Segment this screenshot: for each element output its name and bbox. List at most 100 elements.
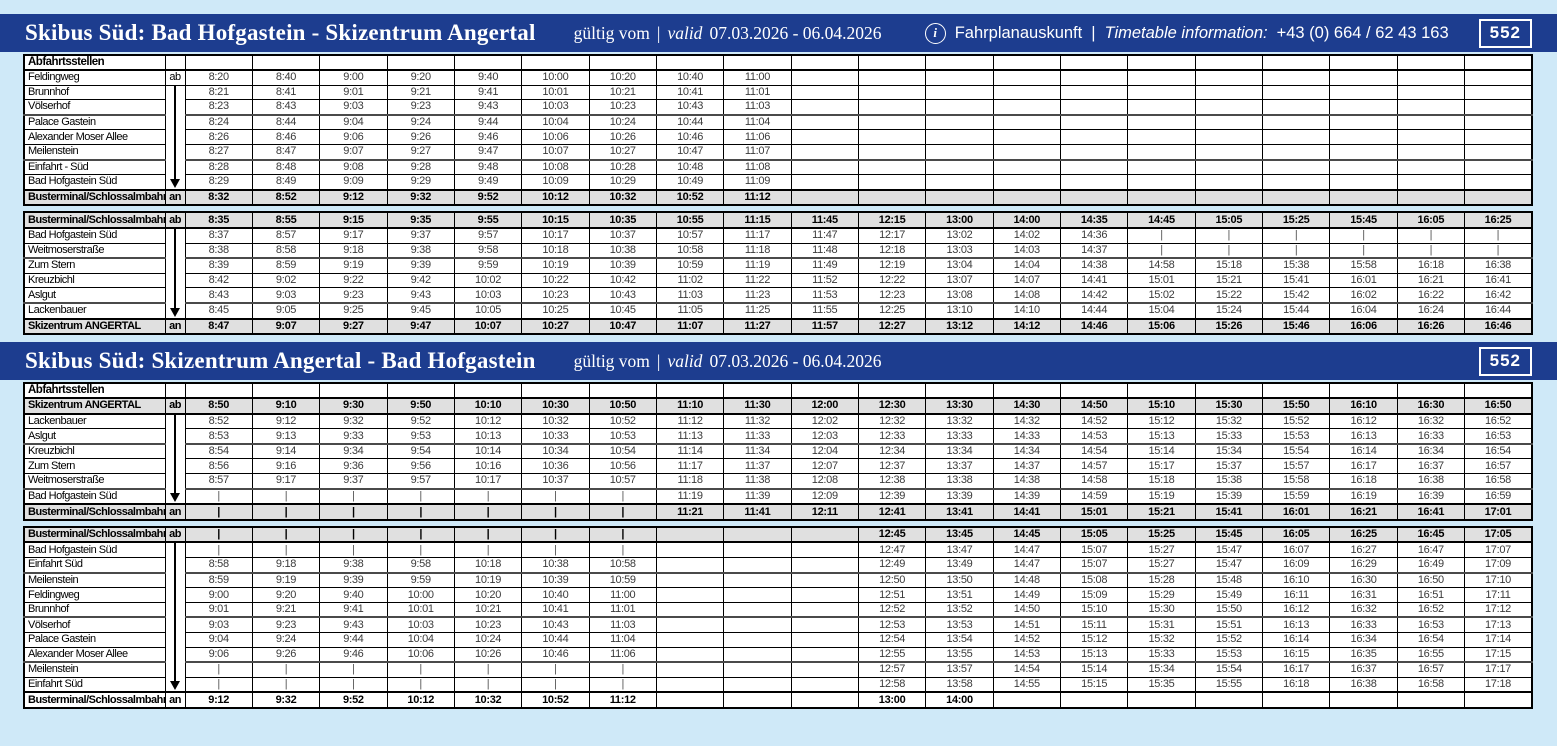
time-cell: 13:12 xyxy=(925,317,994,335)
time-cell: 15:07 xyxy=(1059,557,1129,574)
time-cell: 9:00 xyxy=(184,587,253,603)
time-cell: 9:40 xyxy=(453,69,523,86)
time-cell: 14:48 xyxy=(992,572,1061,589)
time-cell: 13:55 xyxy=(925,646,994,664)
time-cell: 13:37 xyxy=(925,458,994,475)
empty-cell xyxy=(723,616,792,634)
skip-stop-cell: | xyxy=(521,676,590,693)
time-cell: 11:02 xyxy=(655,272,725,289)
time-cell: 10:12 xyxy=(386,691,455,709)
time-cell: 10:03 xyxy=(386,616,455,634)
time-cell: 15:32 xyxy=(1127,632,1196,648)
empty-cell xyxy=(655,632,725,648)
time-cell: 10:03 xyxy=(453,287,523,304)
time-cell: 9:53 xyxy=(386,428,455,445)
table-row: Feldingweg 9:00 9:20 9:40 10:00 10:20 10:40 11:… xyxy=(23,587,1533,603)
time-cell: 16:55 xyxy=(1396,646,1466,664)
time-cell: 17:11 xyxy=(1464,587,1533,603)
time-cell: 10:07 xyxy=(453,317,523,335)
empty-cell xyxy=(723,661,792,678)
time-cell: 10:59 xyxy=(588,572,657,589)
empty-cell xyxy=(1059,69,1129,86)
time-cell: 16:05 xyxy=(1261,525,1331,543)
departure-mark: ab xyxy=(164,525,186,543)
time-cell: 8:52 xyxy=(184,412,253,430)
time-cell: 14:57 xyxy=(1059,458,1129,475)
time-cell: 10:20 xyxy=(588,69,657,86)
time-cell: 14:41 xyxy=(992,503,1061,521)
empty-header-cell xyxy=(1194,382,1264,400)
time-cell: 12:08 xyxy=(790,473,859,490)
time-cell: 13:52 xyxy=(925,601,994,619)
time-cell: 10:23 xyxy=(521,287,590,304)
time-cell: 14:38 xyxy=(992,473,1061,490)
time-cell: 9:44 xyxy=(319,632,388,648)
empty-cell xyxy=(1464,114,1533,131)
time-cell: 11:38 xyxy=(723,473,792,490)
table-row: Meilenstein 8:27 8:47 9:07 9:27 9:47 10:07 10:2… xyxy=(23,143,1533,161)
time-cell: 13:54 xyxy=(925,632,994,648)
empty-cell xyxy=(1194,691,1264,709)
empty-cell xyxy=(790,587,859,603)
time-cell: 14:30 xyxy=(992,397,1061,415)
empty-cell xyxy=(1329,129,1398,145)
info-label-de: Fahrplanauskunft xyxy=(954,23,1083,42)
empty-cell xyxy=(1127,691,1196,709)
empty-cell xyxy=(723,676,792,693)
empty-cell xyxy=(992,691,1061,709)
time-cell: 11:23 xyxy=(723,287,792,304)
time-cell: 12:33 xyxy=(857,428,927,445)
time-cell: 10:43 xyxy=(588,287,657,304)
skip-stop-cell: | xyxy=(184,525,253,543)
empty-header-cell xyxy=(386,54,455,71)
time-cell: 16:13 xyxy=(1329,428,1398,445)
time-cell: 10:33 xyxy=(521,428,590,445)
time-cell: 9:15 xyxy=(319,211,388,229)
time-cell: 9:48 xyxy=(453,159,523,176)
empty-cell xyxy=(790,676,859,693)
time-cell: 16:11 xyxy=(1261,587,1331,603)
skip-stop-cell: | xyxy=(1261,226,1331,244)
time-cell: 15:33 xyxy=(1194,428,1264,445)
empty-cell xyxy=(1396,129,1466,145)
empty-cell xyxy=(790,557,859,574)
time-cell: 10:04 xyxy=(386,632,455,648)
empty-header-cell xyxy=(1261,382,1331,400)
skip-stop-cell: | xyxy=(251,661,321,678)
time-cell: 16:15 xyxy=(1261,646,1331,664)
time-cell: 9:18 xyxy=(319,242,388,260)
time-cell: 11:05 xyxy=(655,302,725,319)
empty-cell xyxy=(1464,129,1533,145)
time-cell: 16:18 xyxy=(1261,676,1331,693)
time-cell: 9:20 xyxy=(251,587,321,603)
time-cell: 10:42 xyxy=(588,272,657,289)
empty-cell xyxy=(790,525,859,543)
time-cell: 10:52 xyxy=(655,188,725,206)
time-cell: 16:38 xyxy=(1329,676,1398,693)
skip-stop-cell: | xyxy=(1127,226,1196,244)
time-cell: 9:59 xyxy=(453,257,523,274)
stop-name: Brunnhof xyxy=(23,84,166,101)
stop-name: Zum Stern xyxy=(23,257,166,274)
time-cell: 9:17 xyxy=(319,226,388,244)
time-cell: 11:12 xyxy=(723,188,792,206)
empty-header-cell xyxy=(521,382,590,400)
empty-cell xyxy=(857,84,927,101)
time-cell: 9:33 xyxy=(319,428,388,445)
empty-cell xyxy=(790,143,859,161)
time-cell: 10:18 xyxy=(453,557,523,574)
stop-name: Weitmoserstraße xyxy=(23,242,166,260)
time-cell: 12:52 xyxy=(857,601,927,619)
table-row: Einfahrt - Süd 8:28 8:48 9:08 9:28 9:48 10:08 1… xyxy=(23,159,1533,176)
time-cell: 12:25 xyxy=(857,302,927,319)
skip-stop-cell: | xyxy=(521,541,590,559)
time-cell: 9:25 xyxy=(319,302,388,319)
table-row: Lackenbauer 8:45 9:05 9:25 9:45 10:05 10:25 10:… xyxy=(23,302,1533,319)
time-cell: 9:58 xyxy=(453,242,523,260)
time-cell: 11:01 xyxy=(588,601,657,619)
page-top-margin xyxy=(0,0,1557,14)
time-cell: 16:25 xyxy=(1329,525,1398,543)
time-cell: 14:41 xyxy=(1059,272,1129,289)
skip-stop-cell: | xyxy=(1396,242,1466,260)
time-cell: 8:24 xyxy=(184,114,253,131)
